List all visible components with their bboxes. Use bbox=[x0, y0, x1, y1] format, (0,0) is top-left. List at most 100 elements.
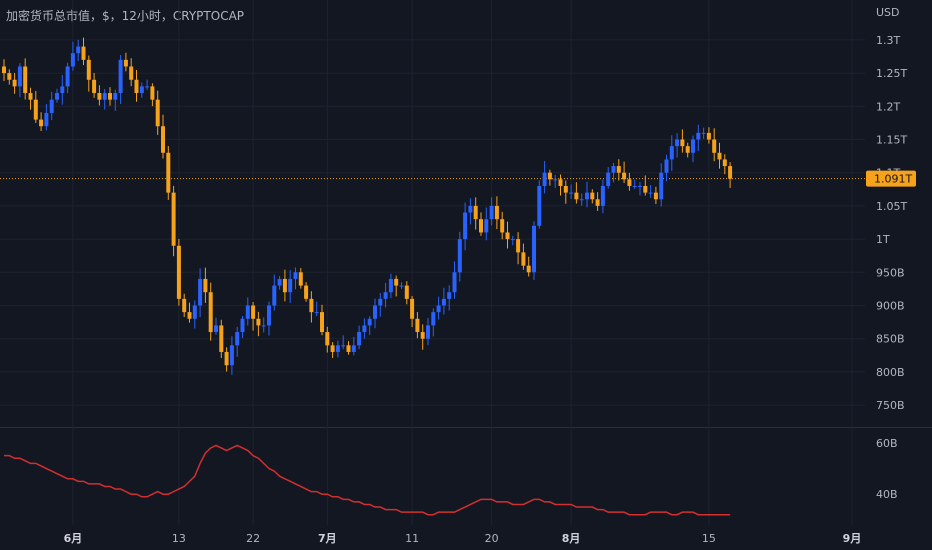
candle-up bbox=[118, 59, 123, 94]
candle-down bbox=[39, 119, 44, 127]
candle-down bbox=[28, 93, 33, 100]
price-axis[interactable]: USD750B800B850B900B950B1T1.05T1.1T1.15T1… bbox=[876, 6, 907, 412]
candle-up bbox=[585, 192, 589, 200]
candle-up bbox=[484, 219, 489, 233]
candle-up bbox=[383, 292, 388, 299]
current-price-label: 1.091T bbox=[874, 173, 912, 186]
candle-up bbox=[113, 93, 118, 100]
candle-up bbox=[314, 312, 319, 314]
candle-down bbox=[150, 86, 155, 100]
time-tick-label: 20 bbox=[485, 532, 499, 545]
candle-up bbox=[65, 66, 70, 87]
time-tick-label: 9月 bbox=[843, 532, 862, 545]
price-tick-label: 950B bbox=[876, 266, 905, 279]
price-tick-label: 1.05T bbox=[876, 200, 907, 213]
candle-up bbox=[632, 185, 637, 187]
candle-down bbox=[176, 245, 181, 299]
candle-down bbox=[521, 252, 526, 266]
candle-up bbox=[426, 325, 430, 339]
candle-up bbox=[463, 212, 468, 240]
candle-up bbox=[240, 318, 245, 333]
candle-down bbox=[473, 205, 478, 220]
candle-down bbox=[166, 152, 171, 193]
candle-up bbox=[638, 185, 642, 187]
candle-down bbox=[7, 73, 12, 80]
candle-up bbox=[351, 345, 356, 352]
candle-down bbox=[81, 46, 86, 60]
currency-label: USD bbox=[876, 6, 900, 19]
candle-down bbox=[728, 166, 733, 179]
candle-down bbox=[330, 345, 335, 352]
candle-down bbox=[516, 239, 521, 253]
candle-down bbox=[161, 126, 165, 153]
candle-down bbox=[404, 285, 409, 299]
candle-up bbox=[691, 139, 695, 153]
candle-down bbox=[182, 298, 187, 313]
volume-axis: 40B 60B bbox=[876, 437, 898, 501]
candle-up bbox=[669, 146, 674, 160]
candle-up bbox=[44, 112, 49, 127]
candle-up bbox=[229, 345, 234, 366]
candle-up bbox=[532, 225, 536, 273]
current-price-box bbox=[866, 170, 916, 187]
candle-up bbox=[378, 298, 383, 306]
candle-down bbox=[282, 278, 287, 293]
candle-down bbox=[394, 278, 399, 286]
time-tick-label: 8月 bbox=[562, 532, 581, 545]
candle-up bbox=[489, 205, 494, 220]
candle-up bbox=[17, 66, 22, 87]
candle-down bbox=[12, 79, 17, 87]
candle-up bbox=[198, 278, 203, 306]
volume-line bbox=[4, 444, 731, 516]
price-tick-label: 850B bbox=[876, 333, 905, 346]
candle-down bbox=[595, 199, 600, 206]
price-tick-label: 750B bbox=[876, 399, 905, 412]
candle-down bbox=[108, 93, 112, 100]
price-tick-label: 1T bbox=[876, 233, 890, 246]
candle-up bbox=[447, 292, 452, 299]
candle-up bbox=[367, 318, 372, 326]
candle-up bbox=[192, 305, 197, 319]
candle-up bbox=[388, 278, 393, 293]
candle-down bbox=[653, 192, 658, 200]
volume-tick-label: 40B bbox=[876, 488, 898, 501]
chart-title: 加密货币总市值，$，12小时，CRYPTOCAP bbox=[6, 9, 245, 23]
candle-up bbox=[55, 93, 59, 100]
candle-down bbox=[155, 99, 160, 127]
candle-up bbox=[49, 99, 54, 113]
candle-up bbox=[600, 185, 605, 206]
time-axis[interactable]: 6月 13 22 7月 11 20 8月 15 9月 bbox=[64, 532, 862, 545]
candle-down bbox=[203, 278, 208, 293]
candle-down bbox=[590, 192, 595, 200]
candle-down bbox=[479, 219, 483, 233]
candle-down bbox=[712, 139, 717, 153]
candle-down bbox=[86, 59, 91, 80]
candle-down bbox=[500, 219, 505, 233]
candle-up bbox=[701, 132, 706, 134]
candle-down bbox=[187, 312, 192, 319]
candle-down bbox=[526, 265, 531, 273]
candle-down bbox=[92, 79, 97, 94]
candle-up bbox=[293, 272, 298, 279]
candle-down bbox=[563, 185, 568, 193]
grid-lines bbox=[0, 0, 932, 525]
candle-down bbox=[706, 132, 711, 140]
candle-down bbox=[717, 152, 722, 160]
candle-down bbox=[420, 332, 425, 339]
candle-up bbox=[272, 285, 277, 306]
candle-down bbox=[171, 192, 176, 246]
candle-up bbox=[399, 285, 404, 287]
price-tick-label: 800B bbox=[876, 366, 905, 379]
candle-up bbox=[452, 272, 457, 293]
candle-up bbox=[70, 53, 75, 67]
candle-up bbox=[373, 305, 377, 319]
candle-up bbox=[696, 132, 701, 140]
volume-pane bbox=[4, 444, 731, 516]
candle-up bbox=[542, 172, 547, 186]
candle-down bbox=[97, 93, 102, 100]
candle-down bbox=[123, 59, 128, 67]
current-price-tag: 1.091T bbox=[866, 170, 916, 187]
candle-up bbox=[145, 86, 150, 88]
time-tick-label: 13 bbox=[172, 532, 186, 545]
